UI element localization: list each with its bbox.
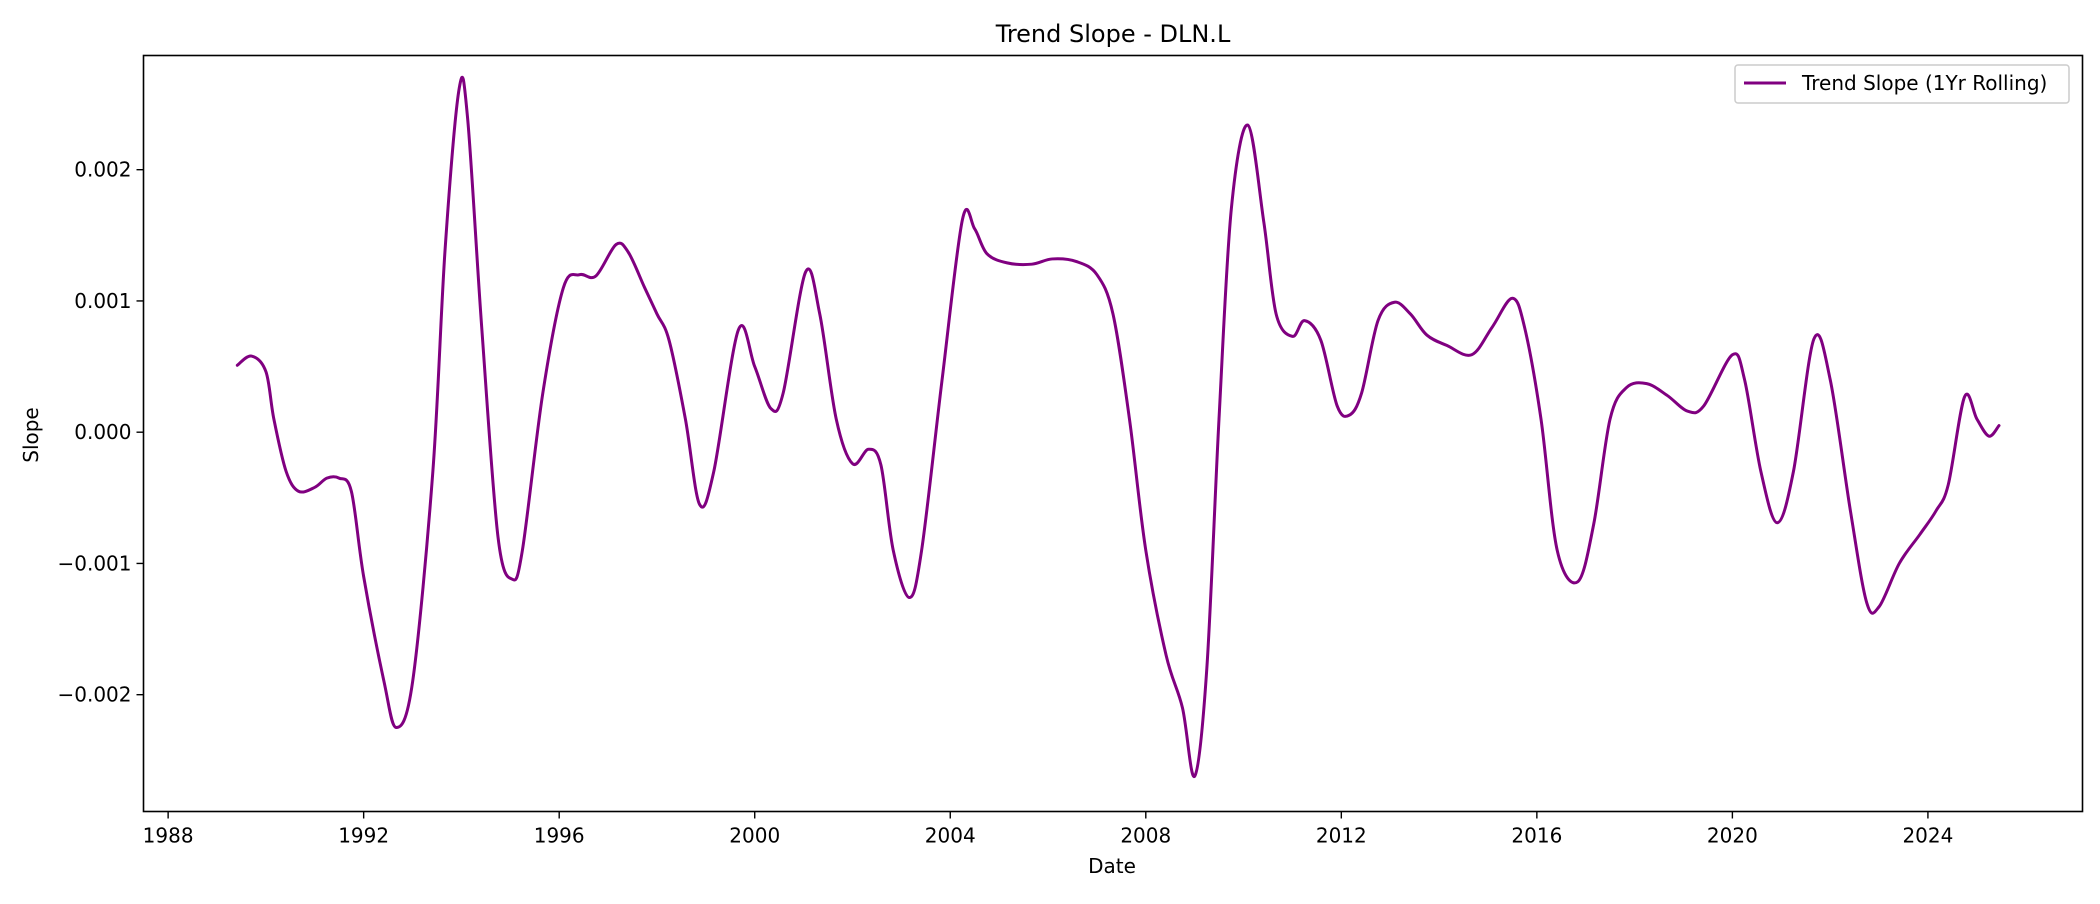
y-axis: 0.002 0.001 0.000 −0.001 −0.002 [57, 158, 144, 707]
series-line-trend-slope [235, 75, 2001, 778]
y-tick-label: 0.002 [74, 158, 131, 182]
x-tick-label: 1996 [534, 824, 585, 848]
chart-title: Trend Slope - DLN.L [995, 20, 1231, 48]
plot-frame [142, 54, 2084, 813]
y-axis-label: Slope [19, 407, 43, 463]
legend: Trend Slope (1Yr Rolling) [1734, 64, 2070, 104]
x-tick-label: 1992 [338, 824, 389, 848]
x-axis-label: Date [1088, 854, 1136, 878]
legend-label: Trend Slope (1Yr Rolling) [1801, 71, 2047, 95]
x-tick-label: 2008 [1120, 824, 1171, 848]
x-tick-label: 2016 [1511, 824, 1562, 848]
x-tick-label: 2004 [925, 824, 976, 848]
legend-box [1734, 64, 2070, 104]
x-tick-label: 2020 [1707, 824, 1758, 848]
x-tick-label: 2024 [1902, 824, 1953, 848]
y-tick-label: 0.000 [74, 420, 131, 444]
y-tick-label: −0.002 [57, 683, 131, 707]
y-tick-label: 0.001 [74, 289, 131, 313]
x-tick-label: 2000 [729, 824, 780, 848]
x-tick-label: 1988 [143, 824, 194, 848]
y-tick-label: −0.001 [57, 551, 131, 575]
x-axis: 1988 1992 1996 2000 2004 2008 2012 2016 2020 2024 [143, 811, 1953, 848]
x-tick-label: 2012 [1316, 824, 1367, 848]
